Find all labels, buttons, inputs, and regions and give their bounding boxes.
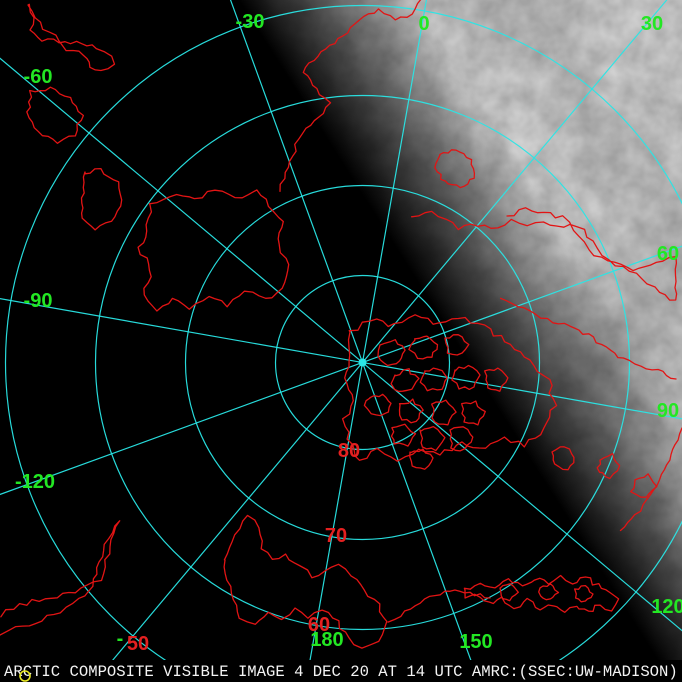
svg-text:60: 60 [308, 614, 330, 636]
svg-text:-90: -90 [24, 290, 53, 312]
svg-text:150: 150 [459, 631, 492, 653]
svg-text:0: 0 [418, 13, 429, 35]
svg-text:90: 90 [657, 400, 679, 422]
svg-text:-30: -30 [236, 11, 265, 33]
svg-text:ARCTIC COMPOSITE VISIBLE IMAGE: ARCTIC COMPOSITE VISIBLE IMAGE 4 DEC 20 … [4, 663, 678, 681]
svg-text:120: 120 [651, 596, 682, 618]
svg-text:50: 50 [127, 633, 149, 655]
svg-text:60: 60 [657, 243, 679, 265]
svg-text:70: 70 [325, 525, 347, 547]
svg-text:-60: -60 [24, 66, 53, 88]
svg-text:30: 30 [641, 13, 663, 35]
svg-text:80: 80 [338, 440, 360, 462]
svg-text:-: - [117, 628, 124, 650]
svg-text:-120: -120 [15, 471, 55, 493]
